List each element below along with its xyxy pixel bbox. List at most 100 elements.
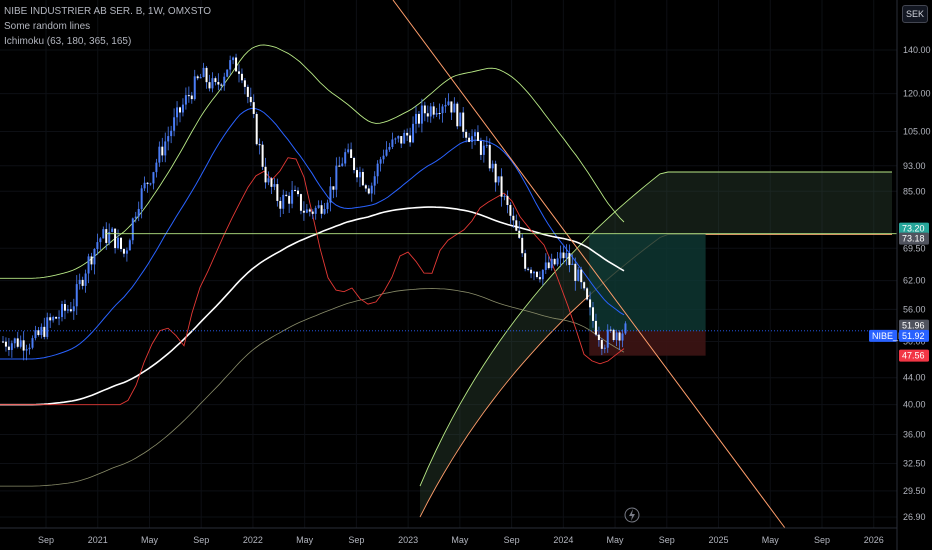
candle-body — [43, 326, 46, 337]
candle — [494, 160, 497, 192]
candle-body — [403, 132, 406, 144]
candle-body — [562, 252, 565, 259]
candle-body — [524, 253, 527, 269]
candle — [229, 55, 232, 76]
indicator-random-lines[interactable]: Some random lines — [4, 21, 91, 32]
time-axis[interactable]: Sep 2021 May Sep 2022 May Sep 2023 May Sep 2024 May… — [0, 527, 897, 545]
candle-body — [164, 141, 167, 156]
candle-body — [406, 132, 409, 136]
indicator-ichimoku[interactable]: Ichimoku (63, 180, 365, 165) — [4, 36, 132, 47]
candle — [184, 87, 187, 110]
candle — [120, 237, 122, 252]
candle-body — [288, 195, 291, 204]
candle — [329, 176, 332, 212]
candle — [353, 156, 356, 174]
candle — [199, 73, 202, 79]
candle-body — [311, 211, 314, 214]
candle-body — [81, 279, 84, 286]
candle — [524, 249, 527, 272]
candle-body — [356, 170, 358, 178]
candle — [149, 182, 152, 186]
candle — [205, 66, 208, 89]
candle — [217, 73, 220, 91]
candle — [122, 248, 125, 258]
candle-body — [482, 145, 485, 155]
candle — [512, 207, 515, 228]
candle — [571, 254, 574, 266]
candles — [2, 53, 627, 361]
candle — [583, 281, 586, 291]
price-tag-label: 47.56 — [902, 351, 925, 361]
candle — [459, 112, 462, 127]
candle-body — [170, 130, 173, 137]
candle — [556, 251, 559, 267]
candle — [267, 171, 270, 186]
candle-body — [167, 136, 170, 142]
candle-body — [438, 112, 441, 114]
candle-body — [571, 263, 574, 265]
long-position-tool[interactable] — [589, 233, 706, 356]
candle-body — [468, 137, 471, 142]
candle-body — [205, 67, 208, 83]
candle-body — [282, 194, 285, 209]
candle — [19, 335, 22, 349]
candle — [223, 72, 226, 91]
candle-body — [220, 84, 223, 86]
symbol-title[interactable]: NIBE INDUSTRIER AB SER. B, 1W, OMXSTO — [4, 6, 212, 17]
candle-body — [217, 81, 220, 85]
candle-body — [2, 341, 4, 343]
candle-body — [568, 253, 571, 265]
candle — [400, 136, 403, 149]
currency-button[interactable]: SEK — [902, 5, 928, 23]
candle — [52, 315, 55, 323]
candle-body — [117, 237, 120, 249]
candle-body — [479, 140, 482, 155]
candle — [409, 127, 412, 147]
candle — [347, 143, 350, 154]
candle — [314, 205, 317, 220]
candle — [358, 166, 361, 187]
candle — [34, 325, 37, 341]
y-tick-label: 85.00 — [903, 186, 926, 196]
candle — [164, 132, 167, 163]
candle-body — [476, 132, 479, 141]
candle — [4, 337, 7, 352]
candle — [202, 62, 205, 78]
price-tag: 51.96 — [899, 319, 929, 332]
candle — [261, 141, 264, 170]
trend-lines[interactable] — [0, 0, 897, 529]
candle-body — [358, 171, 361, 178]
candle — [238, 64, 240, 83]
candle-body — [184, 95, 187, 105]
candle-body — [108, 231, 111, 243]
price-tag: 51.92 — [899, 329, 929, 342]
candle-body — [515, 220, 518, 231]
candle — [394, 137, 397, 144]
candle-body — [530, 269, 533, 274]
candle-body — [547, 262, 550, 269]
candle — [412, 116, 415, 144]
candle-body — [388, 146, 391, 150]
candle — [406, 128, 409, 141]
candle — [462, 107, 465, 138]
candle — [474, 129, 476, 146]
candle-body — [592, 307, 594, 321]
candle — [544, 253, 547, 274]
candle — [450, 101, 453, 120]
candle-body — [249, 96, 252, 103]
candle — [621, 329, 624, 348]
candle — [40, 323, 43, 339]
candle-body — [226, 69, 229, 77]
candle — [158, 141, 161, 167]
x-tick-label: Sep — [659, 535, 675, 545]
price-axis[interactable]: 140.00 120.00 105.00 93.00 85.00 69.50 62.00 56… — [896, 0, 931, 550]
candle — [270, 176, 273, 194]
candle-body — [25, 349, 28, 351]
price-tag: NIBE_B — [869, 329, 904, 342]
candle — [503, 193, 506, 201]
candle-body — [577, 269, 580, 281]
candle-body — [435, 112, 438, 115]
candle-body — [52, 317, 55, 321]
candle-body — [597, 334, 600, 341]
